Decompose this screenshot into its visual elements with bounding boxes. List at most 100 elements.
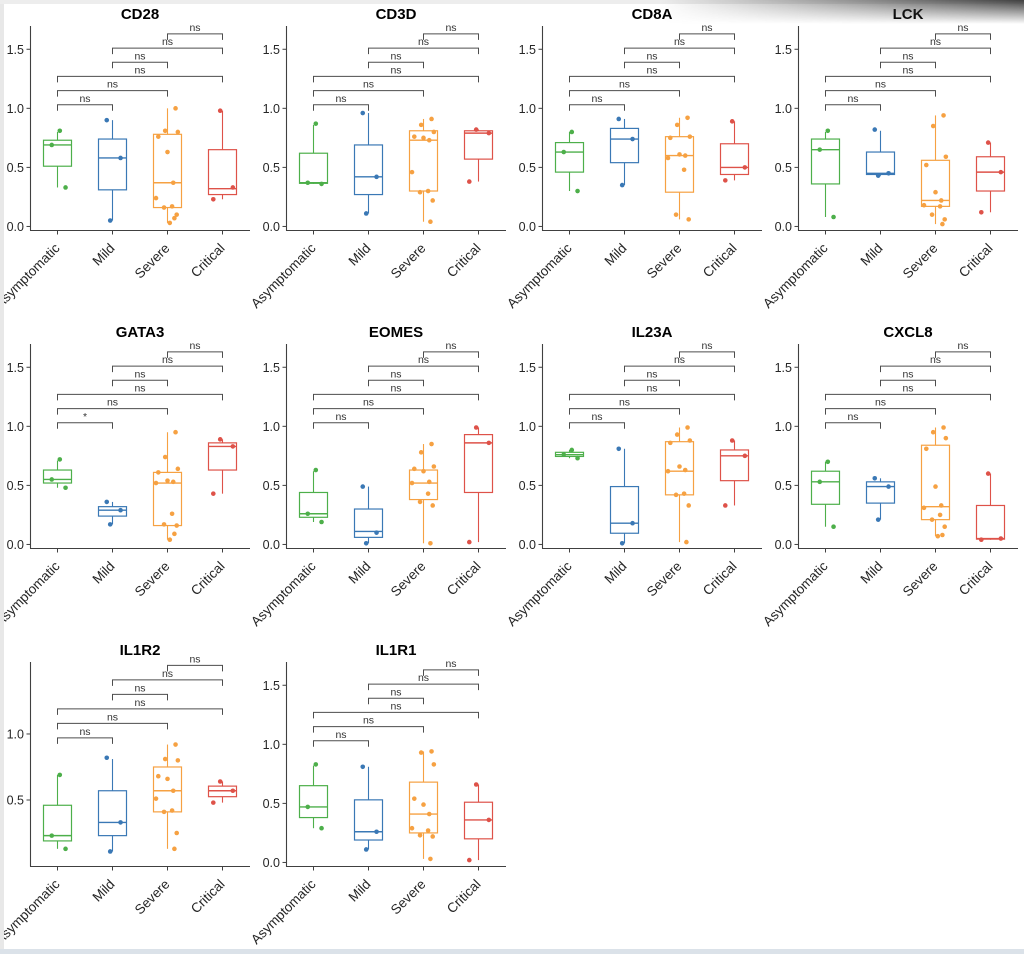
- x-tick-label: Severe: [644, 559, 685, 600]
- significance-bracket: [569, 422, 625, 429]
- significance-label: ns: [335, 411, 346, 423]
- jitter-point: [305, 804, 311, 810]
- jitter-point: [985, 140, 991, 145]
- box-group-Asymptomatic: [42, 128, 73, 190]
- significance-label: ns: [902, 64, 913, 76]
- significance-bracket: [57, 90, 168, 97]
- boxplot-svg-GATA3: GATA3 0.0 0.5 1.0 1.5 * ns ns ns ns ns Asymptomatic…: [0, 324, 250, 629]
- jitter-point: [467, 857, 472, 863]
- significance-bracket: [368, 683, 479, 691]
- jitter-point: [172, 531, 177, 537]
- bottom-edge-strip: [0, 949, 1024, 954]
- jitter-point: [211, 196, 216, 202]
- jitter-point: [940, 221, 945, 227]
- significance-bracket: [624, 61, 680, 69]
- iqr-box: [975, 504, 1006, 540]
- x-tick-label: Severe: [900, 241, 941, 282]
- panel-CD8A: CD8A 0.0 0.5 1.0 1.5 ns ns ns ns ns ns Asymptomatic…: [504, 0, 768, 318]
- box-group-Critical: [463, 127, 494, 184]
- jitter-point: [943, 154, 949, 160]
- y-tick-label: 0.5: [263, 479, 280, 493]
- panel-CXCL8: CXCL8 0.0 0.5 1.0 1.5 ns ns ns ns ns ns Asymptomati…: [760, 318, 1024, 636]
- jitter-point: [162, 756, 168, 762]
- x-tick-label: Critical: [444, 559, 484, 599]
- jitter-point: [421, 135, 426, 141]
- jitter-point: [217, 108, 223, 113]
- jitter-point: [429, 116, 434, 122]
- y-tick-label: 1.5: [263, 43, 280, 57]
- jitter-point: [174, 212, 179, 217]
- jitter-point: [937, 204, 943, 209]
- significance-bracket: [368, 47, 479, 55]
- y-tick-label: 1.0: [263, 420, 280, 434]
- jitter-point: [668, 135, 673, 141]
- jitter-point: [118, 507, 123, 513]
- iqr-box: [207, 442, 238, 471]
- significance-bracket: [935, 33, 991, 40]
- significance-label: ns: [418, 354, 429, 366]
- jitter-point: [156, 773, 161, 779]
- jitter-point: [170, 788, 176, 794]
- box-group-Mild: [353, 764, 384, 852]
- jitter-point: [979, 537, 984, 543]
- x-tick-label: Critical: [444, 877, 484, 917]
- significance-label: ns: [390, 686, 401, 698]
- significance-bracket: [57, 708, 223, 715]
- jitter-point: [575, 188, 580, 194]
- jitter-point: [686, 503, 691, 508]
- iqr-box: [975, 156, 1006, 192]
- significance-bracket: [569, 408, 680, 415]
- significance-label: ns: [619, 79, 630, 91]
- significance-bracket: [313, 104, 369, 111]
- jitter-point: [875, 517, 881, 522]
- jitter-point: [941, 113, 946, 118]
- x-tick-label: Mild: [858, 241, 886, 269]
- box-group-Severe: [152, 429, 183, 543]
- panel-title: CXCL8: [883, 324, 932, 341]
- box-group-Severe: [152, 742, 183, 852]
- y-tick-label: 0.0: [7, 220, 24, 234]
- jitter-point: [742, 165, 748, 170]
- box-group-Severe: [408, 749, 439, 862]
- jitter-point: [985, 471, 991, 476]
- x-tick-label: Severe: [900, 559, 941, 600]
- top-right-shade: [660, 0, 1024, 24]
- jitter-point: [374, 530, 379, 535]
- jitter-point: [817, 147, 823, 152]
- jitter-point: [665, 468, 671, 474]
- significance-label: ns: [390, 50, 401, 62]
- jitter-point: [428, 856, 433, 862]
- jitter-point: [57, 457, 63, 462]
- jitter-point: [412, 134, 417, 139]
- boxplot-svg-LCK: LCK0.00.51.01.5nsnsnsnsnsnsAsymptomaticM…: [760, 6, 1018, 311]
- jitter-point: [162, 454, 168, 460]
- x-tick-label: Mild: [90, 559, 118, 587]
- significance-label: ns: [674, 36, 685, 48]
- boxplot-svg-CD3D: CD3D 0.0 0.5 1.0 1.5 ns ns ns ns ns ns Asymptomatic…: [248, 6, 506, 311]
- significance-bracket: [112, 693, 168, 701]
- jitter-point: [561, 149, 567, 155]
- significance-bracket: [368, 365, 479, 373]
- jitter-point: [49, 833, 55, 838]
- x-tick-label: Severe: [644, 241, 685, 282]
- iqr-box: [609, 485, 640, 534]
- box-group-Mild: [609, 446, 640, 546]
- jitter-point: [172, 215, 177, 221]
- jitter-point: [674, 432, 680, 437]
- x-tick-label: Severe: [388, 559, 429, 600]
- significance-bracket: [112, 679, 223, 686]
- jitter-point: [686, 217, 691, 222]
- jitter-point: [831, 524, 836, 530]
- y-tick-label: 1.5: [7, 43, 24, 57]
- jitter-point: [319, 519, 324, 525]
- significance-bracket: [313, 422, 369, 429]
- jitter-point: [211, 800, 216, 805]
- jitter-point: [211, 491, 216, 496]
- iqr-box: [97, 138, 128, 191]
- jitter-point: [431, 762, 437, 767]
- jitter-point: [425, 188, 431, 194]
- jitter-point: [930, 123, 936, 129]
- box-group-Severe: [152, 106, 183, 226]
- x-tick-label: Severe: [388, 877, 429, 918]
- iqr-box: [152, 766, 183, 813]
